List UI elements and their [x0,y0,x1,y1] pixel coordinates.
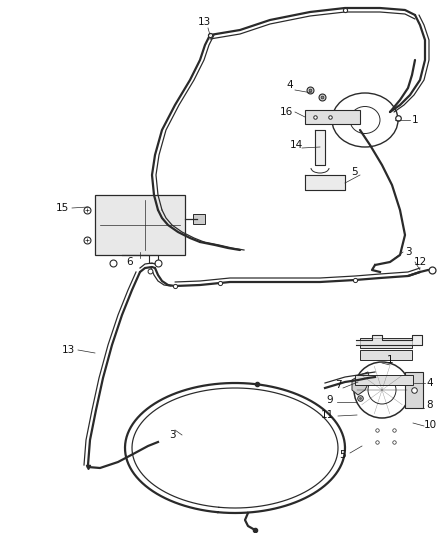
Text: 16: 16 [279,107,293,117]
Bar [405,372,423,408]
Bar [360,350,412,360]
Bar [360,338,412,348]
Text: 13: 13 [61,345,74,355]
Text: 13: 13 [198,17,211,27]
Text: 10: 10 [424,420,437,430]
Text: 4: 4 [427,378,433,388]
Text: 12: 12 [413,257,427,267]
Bar [355,375,413,385]
Text: 3: 3 [169,430,175,440]
Text: 15: 15 [55,203,69,213]
Text: 3: 3 [405,247,411,257]
Text: 14: 14 [290,140,303,150]
Text: 1: 1 [387,355,393,365]
Polygon shape [315,130,325,165]
Text: 8: 8 [427,400,433,410]
Text: 11: 11 [320,410,334,420]
Polygon shape [356,335,422,345]
Bar [305,110,360,124]
Polygon shape [352,372,370,395]
Text: 5: 5 [352,167,358,177]
Polygon shape [305,175,345,190]
Bar [95,195,185,255]
Text: 5: 5 [340,450,346,460]
Text: 7: 7 [335,380,341,390]
Text: 6: 6 [127,257,133,267]
Bar [193,214,205,224]
Text: 9: 9 [327,395,333,405]
Text: 1: 1 [412,115,418,125]
Text: 4: 4 [287,80,293,90]
